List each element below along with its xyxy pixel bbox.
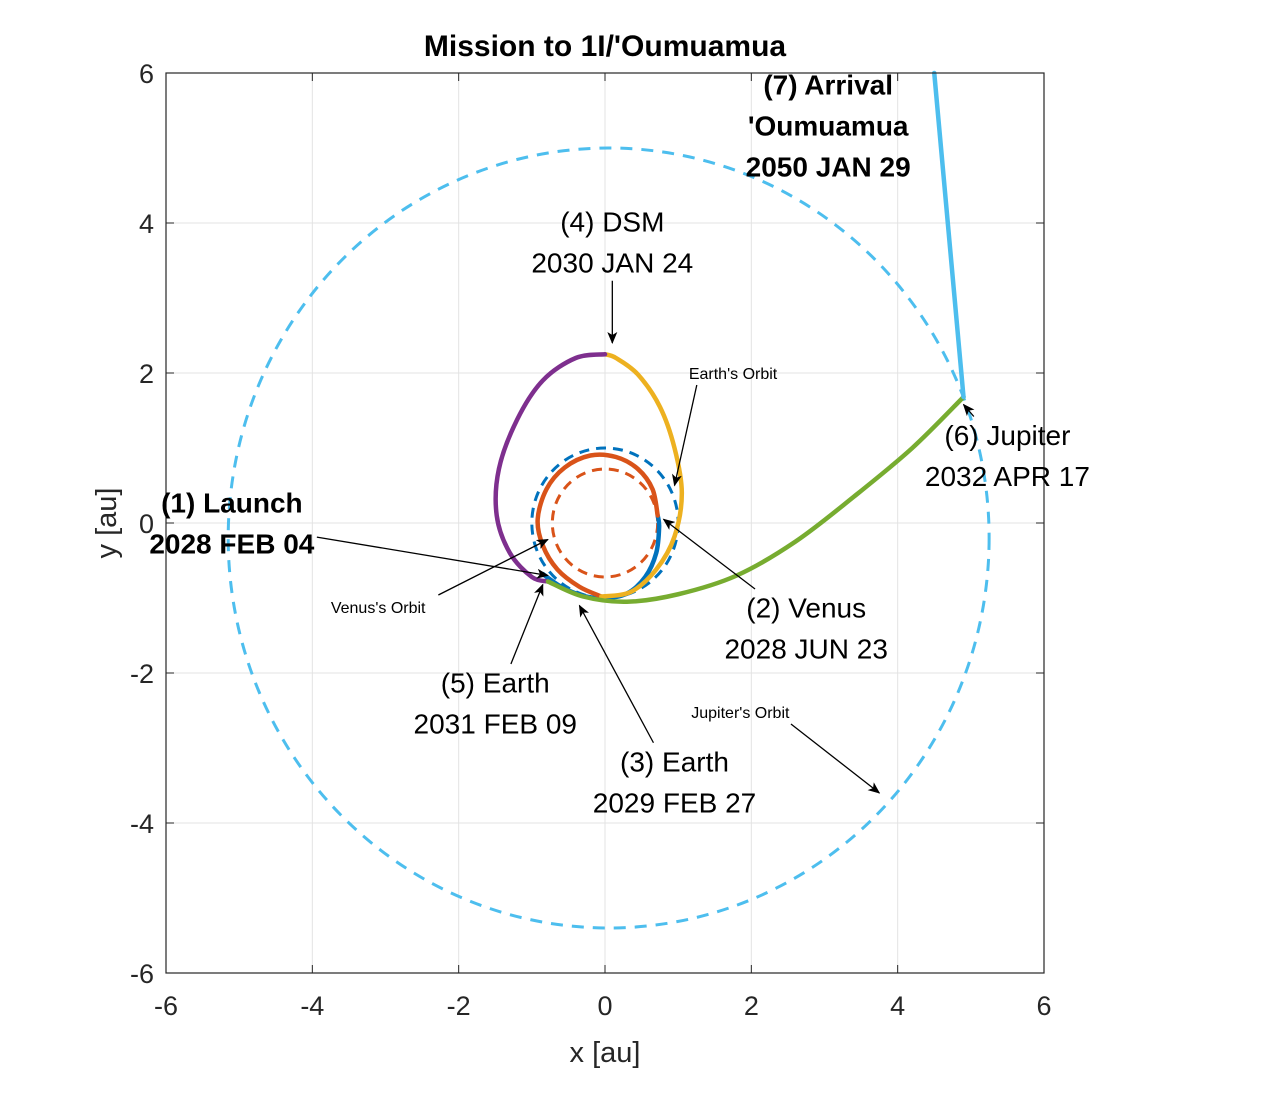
y-tick-label: -6: [130, 959, 154, 989]
trajectory-line: [932, 70, 966, 400]
y-tick-label: 2: [139, 359, 154, 389]
trajectory-line: [493, 352, 608, 584]
annotation-line: 'Oumuamua: [748, 111, 909, 142]
y-axis-label: y [au]: [91, 488, 123, 559]
y-tick-label: 0: [139, 509, 154, 539]
annotation-line: 2028 FEB 04: [149, 529, 314, 560]
x-tick-label: 0: [597, 991, 612, 1021]
orbit-label-arrow: [438, 538, 549, 596]
annotation-line: 2031 FEB 09: [414, 709, 577, 740]
event-annotation: (4) DSM 2030 JAN 24: [531, 206, 693, 344]
chart-title: Mission to 1I/'Oumuamua: [424, 30, 786, 63]
y-tick-label: 4: [139, 209, 154, 239]
annotation-line: (3) Earth: [620, 746, 729, 777]
orbit-circle: [226, 146, 991, 930]
annotation-text: (7) Arrival 'Oumuamua 2050 JAN 29: [746, 70, 911, 183]
annotation-text: (1) Launch 2028 FEB 04: [149, 488, 314, 560]
orbit-label-arrow: [672, 384, 698, 487]
x-axis-label: x [au]: [570, 1037, 641, 1069]
annotation-arrow: [662, 518, 756, 590]
event-annotation: (3) Earth 2029 FEB 27: [578, 604, 756, 818]
orbit-label-text: Earth's Orbit: [689, 366, 778, 383]
x-tick-label: -4: [300, 991, 324, 1021]
orbit-label-text: Jupiter's Orbit: [691, 705, 790, 722]
annotations: (1) Launch 2028 FEB 04 (2) Venus 2028 JUN 2…: [149, 70, 1090, 819]
annotation-text: (2) Venus 2028 JUN 23: [724, 593, 887, 665]
annotation-line: (4) DSM: [560, 206, 664, 237]
trajectory-line: [545, 394, 966, 605]
annotation-line: 2032 APR 17: [925, 461, 1090, 492]
event-annotation: (2) Venus 2028 JUN 23: [662, 518, 888, 665]
annotation-arrow: [316, 536, 549, 579]
annotation-text: (4) DSM 2030 JAN 24: [531, 206, 693, 278]
annotation-text: (3) Earth 2029 FEB 27: [593, 746, 756, 818]
annotation-line: 2029 FEB 27: [593, 787, 756, 818]
axis-ticks: -6 -4 -2 0 2 4 6 6 4 2 0 -2 -4 -6: [130, 59, 1052, 1021]
orbit-label-arrow: [790, 723, 881, 794]
event-annotation: (1) Launch 2028 FEB 04: [149, 488, 549, 579]
trajectory-line: [535, 452, 660, 599]
annotation-text: (6) Jupiter 2032 APR 17: [925, 420, 1090, 492]
x-tick-label: 2: [744, 991, 759, 1021]
x-tick-label: -2: [447, 991, 471, 1021]
x-tick-label: 4: [890, 991, 905, 1021]
annotation-arrow: [962, 403, 975, 417]
event-annotation: (6) Jupiter 2032 APR 17: [925, 403, 1090, 492]
annotation-line: (1) Launch: [161, 488, 303, 519]
y-tick-label: -2: [130, 659, 154, 689]
orbit-label: Venus's Orbit: [331, 538, 549, 617]
x-tick-label: 6: [1036, 991, 1051, 1021]
annotation-line: 2050 JAN 29: [746, 152, 911, 183]
y-tick-label: 6: [139, 59, 154, 89]
annotation-line: 2030 JAN 24: [531, 247, 693, 278]
annotation-line: (6) Jupiter: [944, 420, 1070, 451]
annotation-text: (5) Earth 2031 FEB 09: [414, 668, 577, 740]
trajectory-line: [599, 352, 685, 599]
annotation-arrow: [578, 604, 655, 744]
event-annotation: (5) Earth 2031 FEB 09: [414, 583, 577, 740]
orbit-label: Earth's Orbit: [672, 366, 778, 487]
annotation-arrow: [510, 583, 544, 665]
orbit-label-text: Venus's Orbit: [331, 600, 426, 617]
annotation-line: 2028 JUN 23: [724, 634, 887, 665]
annotation-line: (2) Venus: [746, 593, 866, 624]
x-tick-label: -6: [154, 991, 178, 1021]
annotation-line: (5) Earth: [441, 668, 550, 699]
trajectory-series: [493, 70, 966, 605]
event-annotation: (7) Arrival 'Oumuamua 2050 JAN 29: [746, 70, 911, 183]
y-tick-label: -4: [130, 809, 154, 839]
orbit-label: Jupiter's Orbit: [691, 705, 881, 794]
annotation-line: (7) Arrival: [763, 70, 893, 101]
